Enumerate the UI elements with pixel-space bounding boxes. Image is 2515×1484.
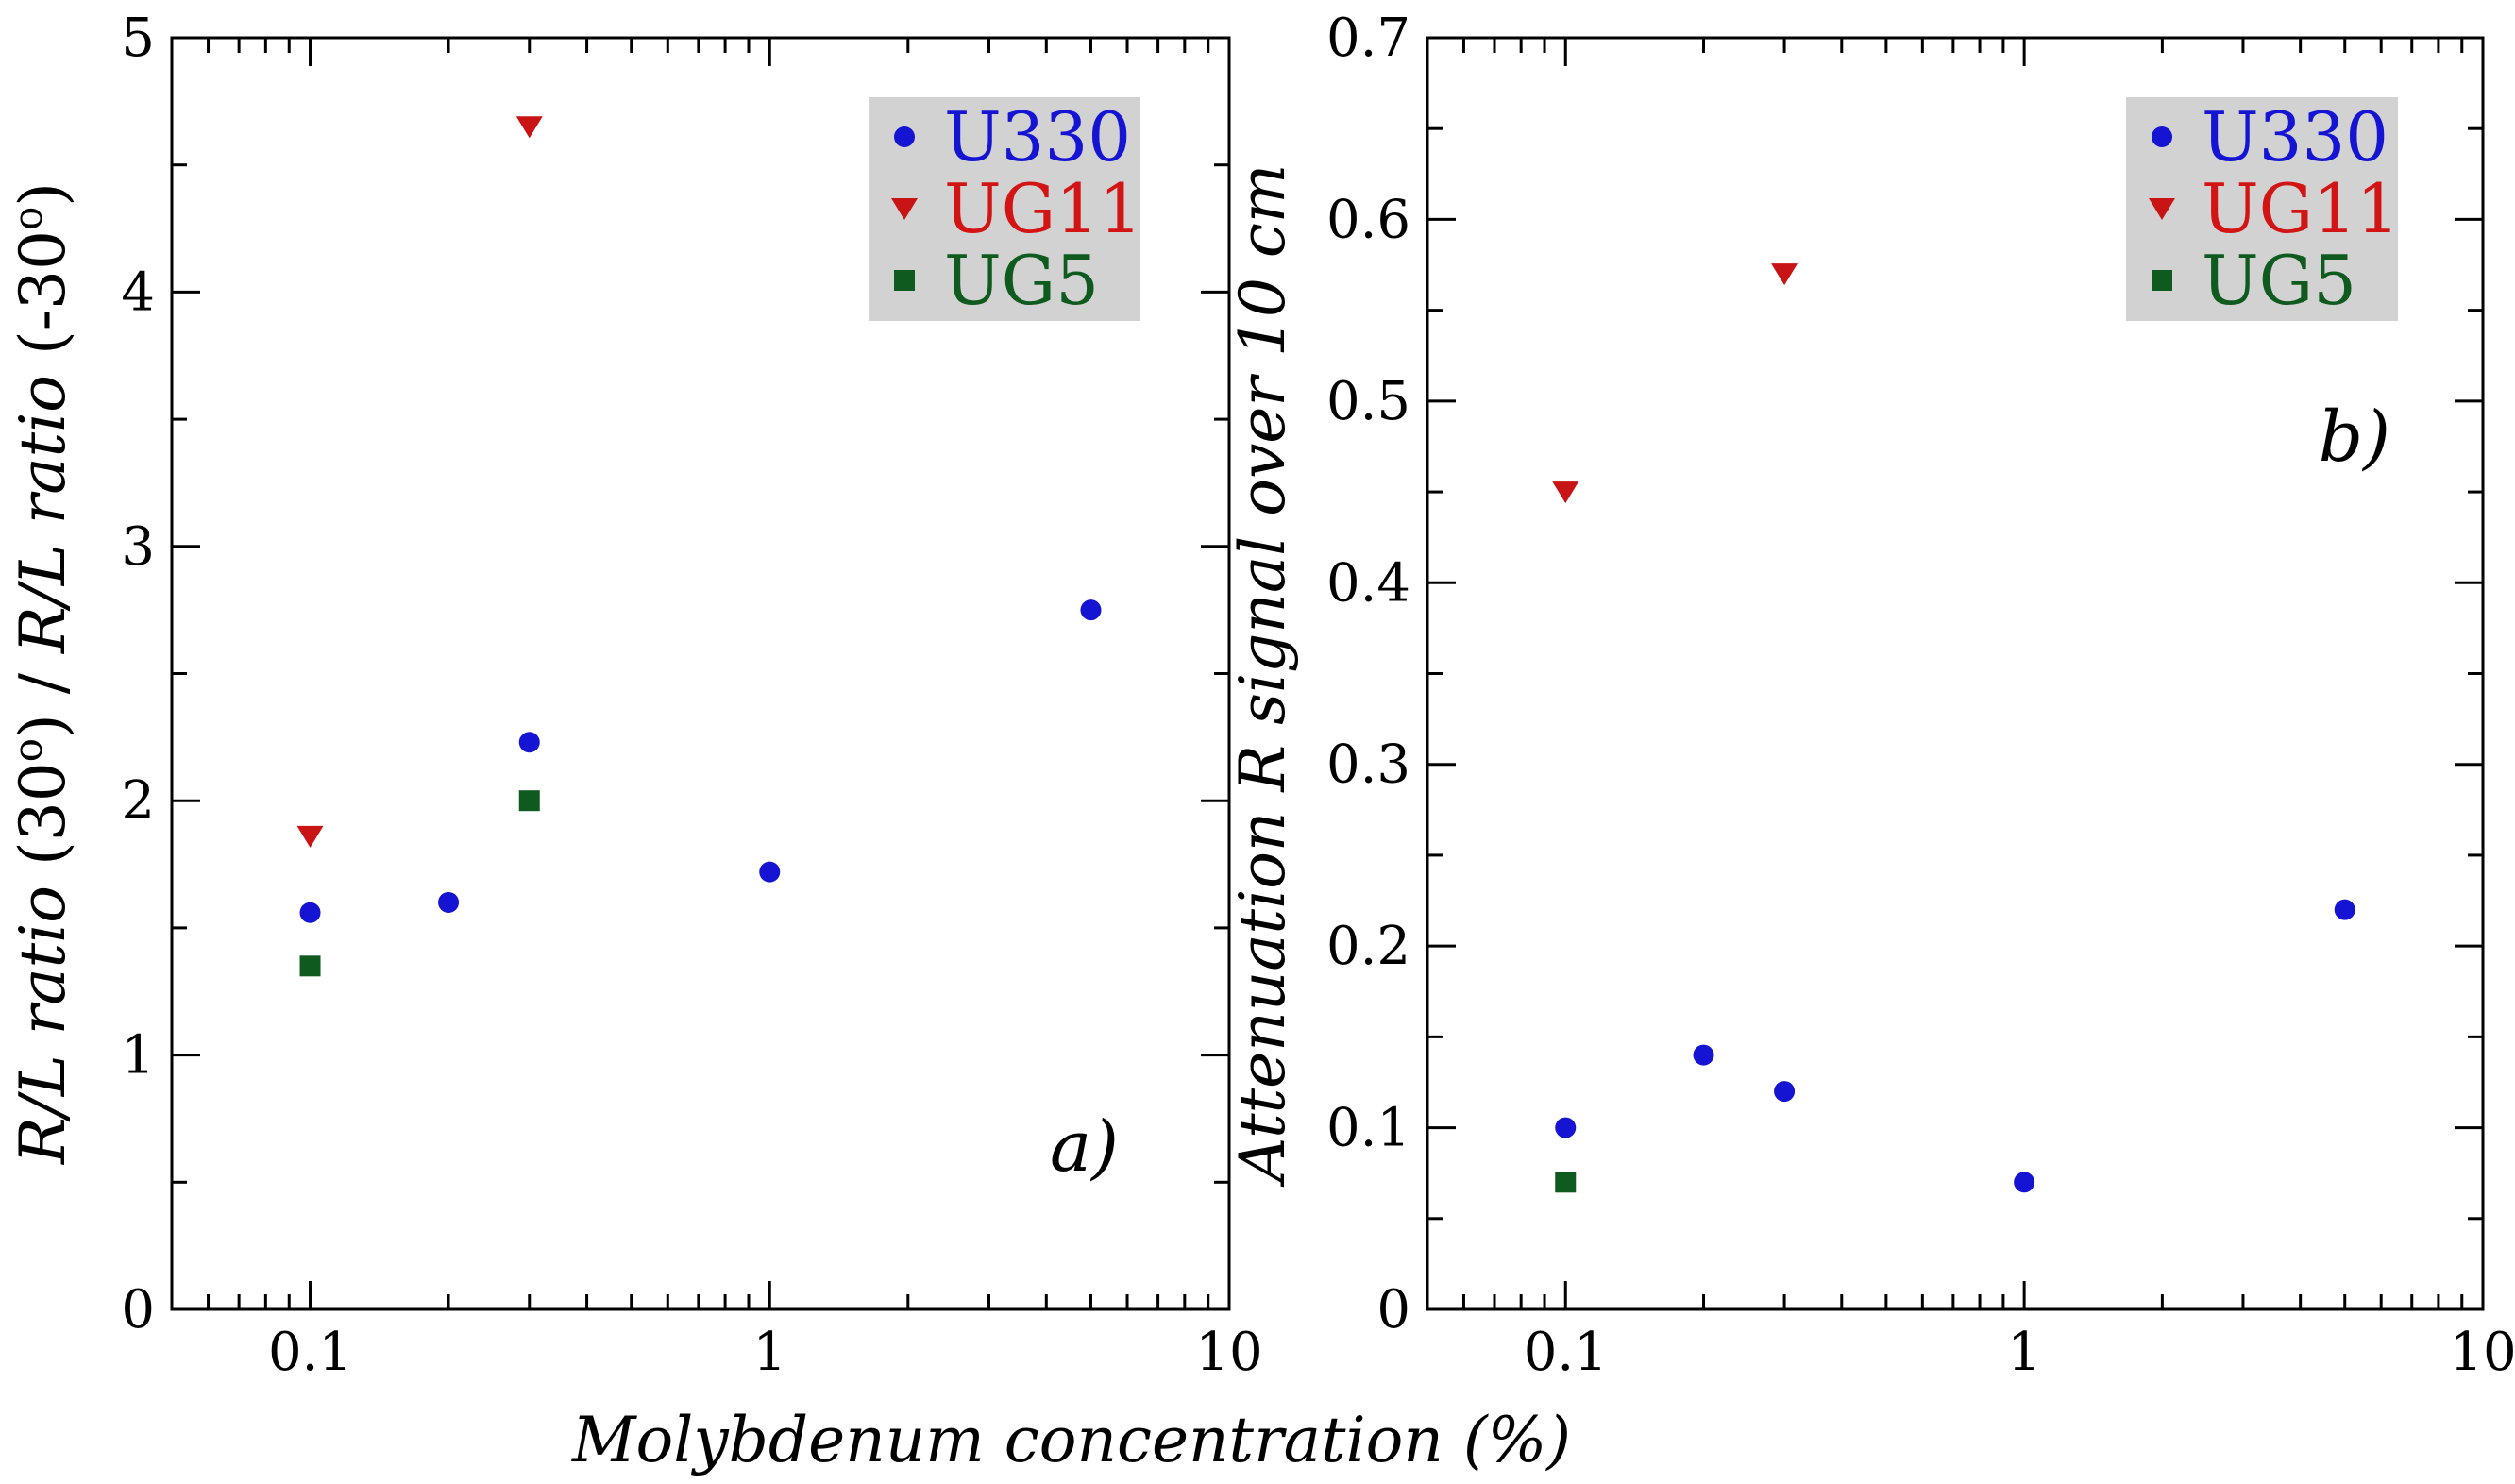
y-tick-label-0-6: 0.6: [1326, 189, 1410, 250]
point-ug11-0: [1552, 481, 1579, 504]
legend-label-u330: U330: [2202, 97, 2388, 177]
y-axis-title-part: ) /: [7, 653, 79, 738]
x-tick-label-10: 10: [1195, 1322, 1262, 1383]
y-tick-label-0-3: 0.3: [1326, 734, 1410, 796]
point-u330-0: [299, 902, 321, 923]
point-u330-4: [2334, 899, 2355, 920]
legend-marker-ug5: [2152, 270, 2172, 291]
panel-tag: b): [2319, 396, 2390, 478]
y-axis-title-part: R/L ratio: [7, 375, 79, 654]
legend-label-ug5: UG5: [944, 241, 1099, 320]
legend-marker-ug11: [891, 198, 918, 220]
series-ug11: [296, 116, 543, 848]
y-tick-label-0-2: 0.2: [1326, 916, 1410, 977]
y-tick-label-4: 4: [121, 261, 155, 323]
y-axis-title-part: o: [5, 207, 51, 230]
point-u330-4: [1080, 599, 1102, 621]
y-tick-label-1: 1: [121, 1025, 155, 1087]
series-u330: [1555, 899, 2355, 1193]
panel-b: 0.1 1 10 0 0.1 0.2 0.3 0.4 0.5 0.6 0.7 Attenuation …: [1226, 8, 2515, 1383]
y-axis-title-part: Attenuation R signal over 10 cm: [1226, 164, 1299, 1189]
y-tick-label-0-5: 0.5: [1326, 371, 1410, 432]
point-ug5-0: [1555, 1172, 1577, 1193]
y-tick-label-0: 0: [1376, 1279, 1410, 1341]
legend-marker-ug5: [894, 270, 915, 291]
series-ug5: [1555, 1172, 1577, 1193]
point-u330-1: [438, 891, 460, 913]
y-axis-title-part: ): [7, 182, 79, 207]
y-axis-title-part: R/L ratio: [7, 885, 79, 1165]
legend-label-u330: U330: [944, 97, 1131, 177]
y-tick-label-0: 0: [121, 1279, 155, 1341]
y-tick-label-0-1: 0.1: [1326, 1098, 1410, 1159]
y-axis-title-part: (30: [7, 762, 79, 885]
legend-label-ug11: UG11: [944, 169, 1142, 248]
x-tick-label-0-1: 0.1: [1524, 1322, 1608, 1383]
series-ug11: [1552, 263, 1798, 504]
point-ug11-0: [296, 825, 324, 848]
y-axis-title-part: o: [5, 738, 51, 762]
point-ug5-1: [518, 790, 540, 812]
legend-label-ug5: UG5: [2202, 241, 2356, 320]
point-u330-2: [1774, 1081, 1796, 1103]
point-ug11-1: [515, 116, 543, 139]
legend-marker-u330: [2152, 126, 2172, 147]
point-u330-3: [759, 861, 781, 883]
point-ug5-0: [299, 955, 321, 977]
y-tick-label-3: 3: [121, 516, 155, 578]
y-tick-label-0-4: 0.4: [1326, 552, 1410, 614]
point-ug11-1: [1771, 263, 1798, 286]
point-u330-3: [2014, 1172, 2035, 1193]
series-ug5: [299, 790, 540, 977]
y-axis-title: R/L ratio (30o) / R/L ratio (-30o): [5, 182, 80, 1165]
x-tick-label-0-1: 0.1: [268, 1322, 352, 1383]
x-tick-label-10: 10: [2449, 1322, 2515, 1383]
legend-label-ug11: UG11: [2202, 169, 2400, 248]
y-axis-title: Attenuation R signal over 10 cm: [1226, 164, 1299, 1189]
x-tick-label-1: 1: [752, 1322, 786, 1383]
y-axis-title-part: (-30: [7, 230, 79, 375]
y-tick-label-0-7: 0.7: [1326, 8, 1410, 69]
series-u330: [299, 599, 1102, 923]
point-u330-1: [1693, 1044, 1714, 1066]
y-tick-label-5: 5: [121, 8, 155, 69]
x-axis-title: Molybdenum concentration (%): [571, 1404, 1571, 1476]
point-u330-0: [1555, 1117, 1577, 1138]
point-u330-2: [518, 732, 540, 753]
y-tick-label-2: 2: [121, 770, 155, 832]
legend-marker-ug11: [2149, 198, 2175, 220]
panel-tag: a): [1050, 1106, 1119, 1188]
legend-marker-u330: [894, 126, 915, 147]
x-tick-label-1: 1: [2007, 1322, 2041, 1383]
